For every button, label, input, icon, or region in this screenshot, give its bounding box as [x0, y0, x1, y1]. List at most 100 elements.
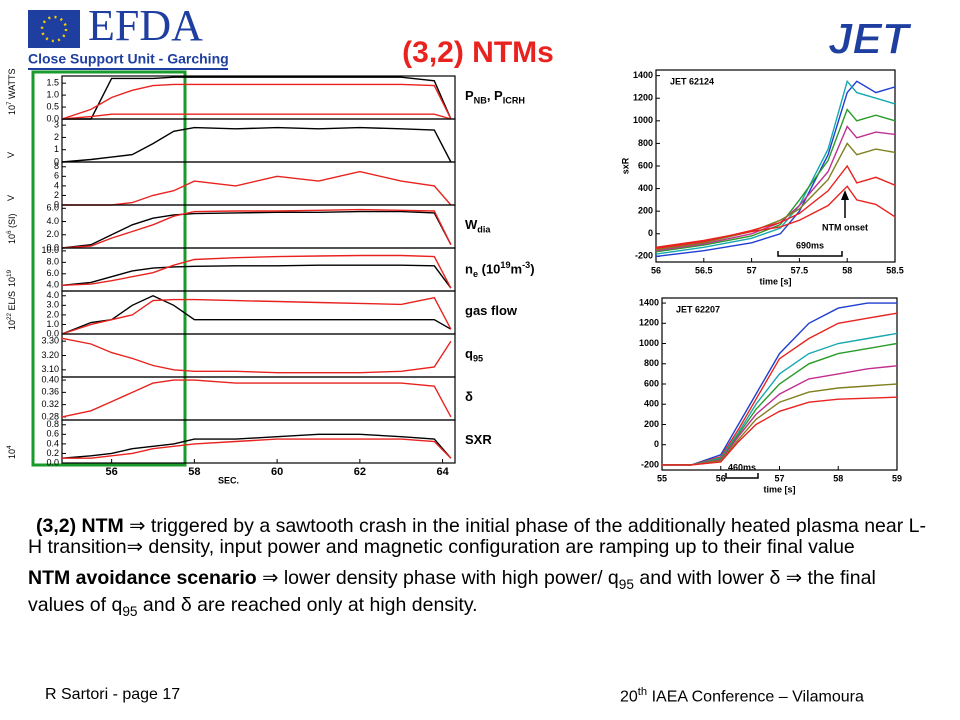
unit-label: 1019 [6, 270, 17, 287]
text-run: q [465, 346, 473, 361]
y-tick-label: 2.0 [46, 229, 59, 239]
text-run: ) [530, 261, 535, 277]
text-run: ICRH [502, 95, 525, 106]
series-line [61, 126, 452, 163]
x-tick-label: 55 [657, 473, 667, 483]
y-tick-label: 2.0 [46, 309, 59, 319]
unit-label: 106 (SI) [6, 213, 17, 244]
y-tick-label: 600 [644, 378, 659, 388]
chart-label: JET 62124 [670, 76, 714, 86]
text-run: dia [477, 224, 491, 235]
text-run: 95 [618, 576, 634, 592]
y-tick-label: 8 [54, 161, 59, 171]
text-run: WATTS [7, 68, 17, 102]
signal-label: PNB, PICRH [465, 88, 525, 106]
y-tick-label: 3.20 [41, 350, 59, 360]
y-tick-label: 3.0 [46, 300, 59, 310]
y-tick-label: 1000 [633, 115, 653, 125]
x-tick-label: 62 [354, 466, 366, 478]
series-line [61, 113, 452, 120]
y-tick-label: 800 [638, 138, 653, 148]
logo: EFDA [88, 1, 203, 50]
series-line [61, 210, 452, 249]
text-run: -3 [522, 260, 531, 270]
y-tick-label: 3 [54, 120, 59, 130]
series-line [61, 379, 452, 418]
series-line [61, 337, 452, 374]
x-tick-label: 60 [271, 466, 283, 478]
unit-label: V [6, 195, 16, 201]
series-line [662, 312, 898, 466]
text-run: 20 [620, 688, 638, 706]
x-tick-label: 58 [833, 473, 843, 483]
series-line [61, 295, 452, 335]
y-tick-label: 4.0 [46, 290, 59, 300]
y-tick-label: 0.36 [41, 387, 59, 397]
series-line [662, 383, 898, 466]
x-tick-label: 64 [436, 466, 449, 478]
text-run: 10 [7, 104, 17, 115]
y-tick-label: 4.0 [46, 216, 59, 226]
y-tick-label: 600 [638, 160, 653, 170]
text-run: SXR [465, 432, 492, 447]
text-run: NTM avoidance scenario [28, 567, 263, 589]
signal-label: Wdia [465, 217, 490, 235]
y-tick-label: 1200 [639, 318, 659, 328]
y-tick-label: 200 [638, 206, 653, 216]
series-line [61, 83, 452, 120]
y-tick-label: 0 [54, 199, 59, 209]
x-tick-label: 56 [716, 473, 726, 483]
body-text: (3,2) NTM ⇒ triggered by a sawtooth cras… [28, 516, 928, 632]
text-run: 10 [7, 276, 17, 287]
bracket [777, 251, 843, 257]
title: (3,2) NTMs [402, 36, 554, 69]
plot-frame [61, 161, 456, 206]
y-axis-label: sxR [620, 157, 630, 174]
annotation: 690ms [796, 240, 824, 250]
series-line [662, 396, 898, 466]
y-tick-label: 2 [54, 190, 59, 200]
x-axis-label: time [s] [763, 484, 795, 494]
text-run: 10 [7, 319, 17, 330]
y-tick-label: 400 [638, 183, 653, 193]
text-run: (3,2) NTM [36, 515, 130, 537]
x-axis-label: SEC. [218, 475, 239, 485]
y-tick-label: 0.32 [41, 399, 59, 409]
eu-flag [28, 10, 80, 48]
plot-frame [61, 419, 456, 464]
text-run: , P [486, 88, 503, 103]
series-line [662, 302, 897, 466]
y-tick-label: 2 [54, 132, 59, 142]
series-line [61, 433, 452, 459]
series-line [62, 438, 452, 459]
paragraph: (3,2) NTM ⇒ triggered by a sawtooth cras… [28, 516, 928, 558]
y-tick-label: 1400 [639, 297, 659, 307]
signal-label: ne (1019m-3) [465, 260, 535, 279]
y-tick-label: 3.10 [41, 364, 59, 374]
series-line [61, 296, 452, 335]
text-run: n [465, 261, 473, 277]
x-tick-label: 57 [747, 265, 757, 275]
text-run: V [6, 151, 16, 158]
y-tick-label: 200 [644, 419, 659, 429]
text-run: ⇒ triggered by a sawtooth crash in the i… [28, 515, 926, 558]
plot-frame [61, 247, 456, 292]
series-line [662, 342, 898, 466]
x-tick-label: 56.5 [695, 265, 713, 275]
series-line [662, 365, 898, 466]
x-tick-label: 57 [774, 473, 784, 483]
plot-frame [655, 69, 896, 263]
x-tick-label: 56 [106, 466, 118, 478]
text-run: 10 [7, 448, 17, 459]
series-line [655, 185, 896, 248]
text-run: 10 [7, 233, 17, 244]
y-tick-label: 10.0 [41, 245, 59, 255]
series-line [61, 254, 452, 289]
y-tick-label: 0.0 [46, 113, 59, 123]
series-line [655, 125, 896, 252]
y-tick-label: 1.0 [46, 89, 59, 99]
text-run: IAEA Conference – Vilamoura [647, 688, 864, 706]
eu-stars [40, 15, 68, 43]
footer-right: 20th IAEA Conference – Vilamoura [620, 686, 864, 706]
